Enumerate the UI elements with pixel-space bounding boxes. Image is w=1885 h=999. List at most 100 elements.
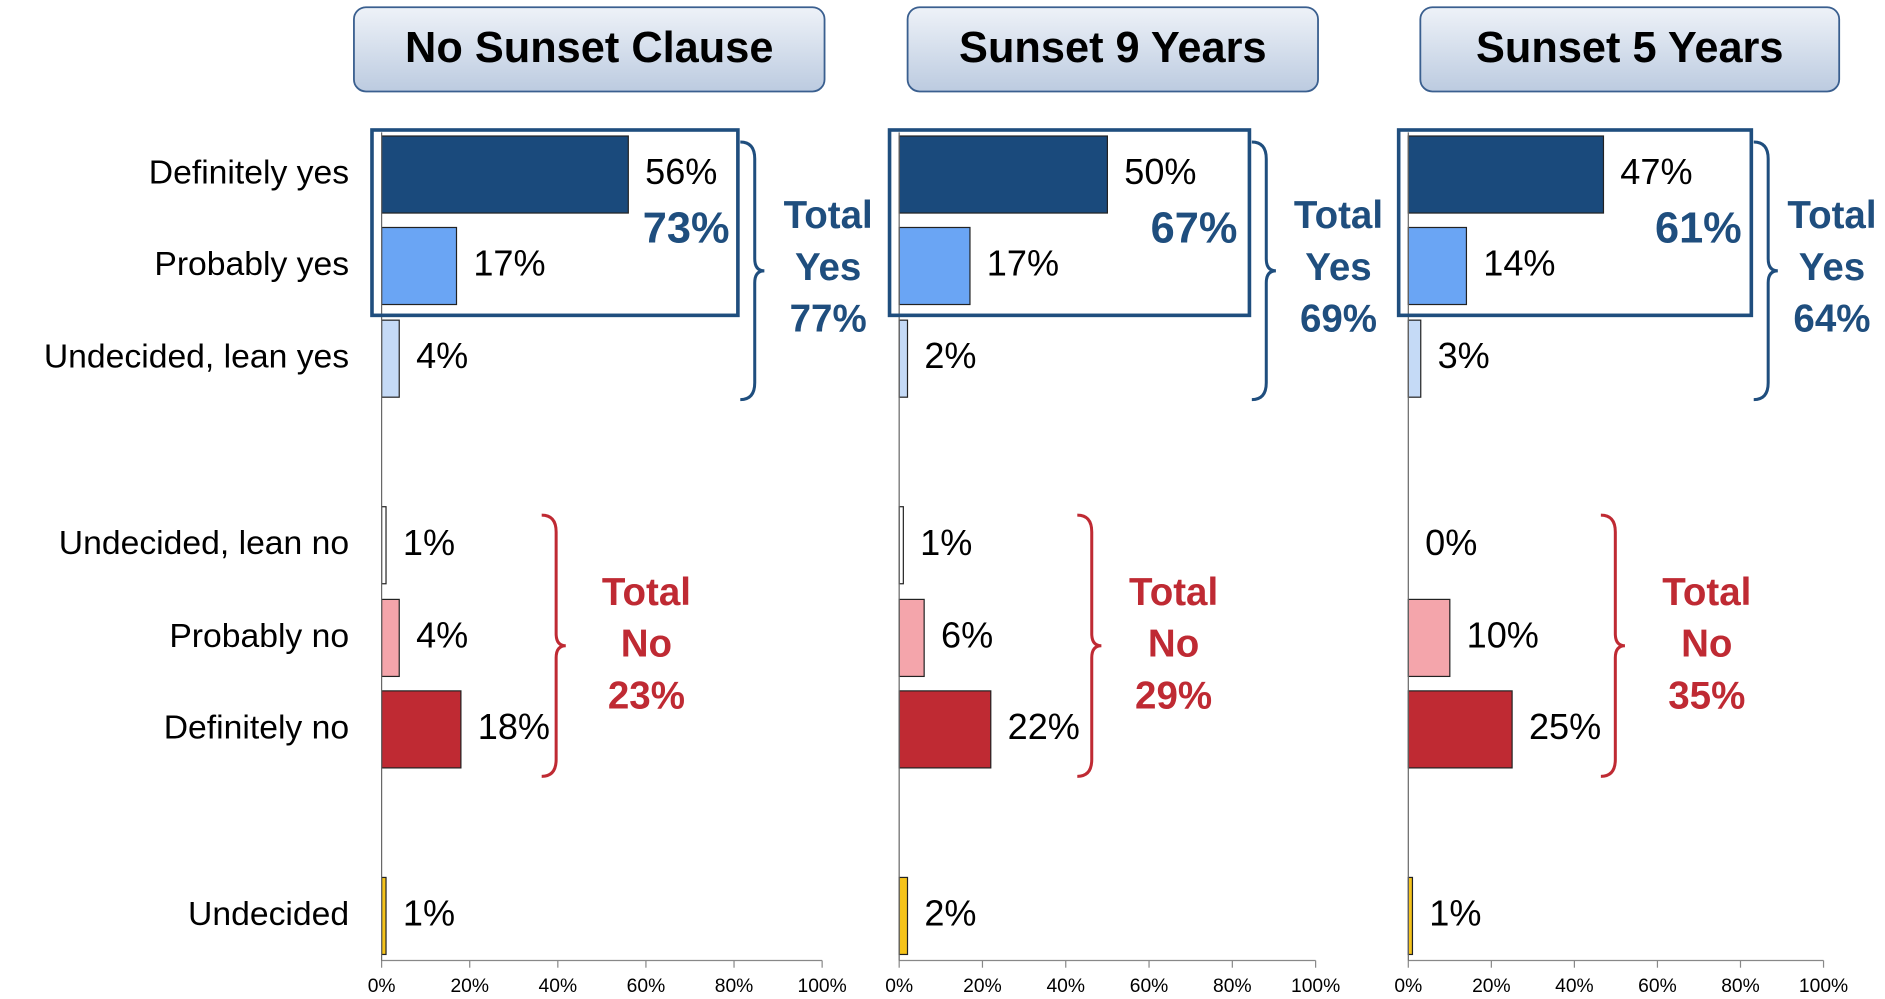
title-box	[353, 6, 826, 93]
value-label: 2%	[924, 892, 976, 933]
x-tick-label: 0%	[368, 976, 396, 997]
x-tick-label: 60%	[1130, 976, 1169, 997]
value-label: 10%	[1467, 614, 1539, 655]
category-label: Undecided	[188, 895, 349, 933]
x-tick-label: 20%	[963, 976, 1002, 997]
x-tick-label: 40%	[1555, 976, 1594, 997]
value-label: 25%	[1529, 706, 1601, 747]
value-label: 4%	[416, 614, 468, 655]
yes-total: 69%	[1300, 298, 1377, 341]
value-label: 17%	[473, 243, 545, 284]
value-label: 50%	[1124, 151, 1196, 192]
yes-total: Total	[1787, 194, 1876, 237]
bar	[381, 319, 400, 398]
category-label: Undecided, lean yes	[44, 338, 349, 376]
title-box	[1419, 6, 1841, 93]
no-total: 35%	[1668, 674, 1745, 717]
value-label: 47%	[1620, 151, 1692, 192]
bar	[898, 226, 971, 306]
bar	[381, 598, 400, 678]
x-tick-label: 0%	[1394, 976, 1422, 997]
bar	[381, 506, 387, 585]
yes-brace	[740, 140, 765, 402]
x-tick-label: 60%	[1638, 976, 1677, 997]
value-label: 2%	[924, 335, 976, 376]
x-tick-label: 80%	[1213, 976, 1252, 997]
yes-total: Yes	[795, 246, 861, 289]
x-tick-label: 40%	[1046, 976, 1085, 997]
no-total: No	[621, 623, 672, 666]
bar	[381, 690, 462, 769]
bar	[1407, 598, 1451, 678]
category-label: Probably no	[169, 617, 349, 655]
no-total: No	[1148, 623, 1199, 666]
bar	[898, 319, 909, 398]
value-label: 56%	[645, 151, 717, 192]
chart-title: Sunset 5 Years	[1476, 24, 1784, 72]
bar	[898, 598, 925, 678]
yes-total: 64%	[1793, 298, 1870, 341]
x-tick-label: 100%	[1799, 976, 1848, 997]
value-label: 0%	[1425, 522, 1477, 563]
yes-total: Yes	[1305, 246, 1371, 289]
x-tick-label: 0%	[885, 976, 913, 997]
chart-title: No Sunset Clause	[405, 24, 773, 72]
box-label: 61%	[1655, 205, 1742, 253]
bar	[1407, 226, 1468, 306]
box-label: 73%	[643, 205, 730, 253]
value-label: 1%	[403, 892, 455, 933]
yes-box	[370, 128, 740, 318]
yes-box	[1396, 128, 1754, 318]
no-brace	[1600, 513, 1626, 778]
yes-brace	[1753, 140, 1778, 402]
title-box	[906, 6, 1319, 93]
value-label: 18%	[478, 706, 550, 747]
bar	[1407, 319, 1422, 398]
no-total: 23%	[608, 674, 685, 717]
yes-box	[887, 128, 1252, 318]
bar	[1407, 135, 1605, 214]
no-total: Total	[1662, 571, 1751, 614]
value-label: 14%	[1483, 243, 1555, 284]
bar	[381, 876, 387, 956]
no-brace	[541, 513, 566, 778]
bar	[381, 135, 629, 214]
value-label: 6%	[941, 614, 993, 655]
chart-title: Sunset 9 Years	[959, 24, 1267, 72]
no-total: No	[1681, 623, 1732, 666]
bar	[1407, 690, 1513, 769]
bar	[381, 226, 458, 306]
no-total: Total	[602, 571, 691, 614]
value-label: 1%	[1429, 892, 1481, 933]
value-label: 1%	[920, 522, 972, 563]
category-label: Undecided, lean no	[59, 524, 349, 562]
category-label: Definitely yes	[149, 153, 349, 191]
x-tick-label: 20%	[450, 976, 489, 997]
x-tick-label: 100%	[798, 976, 847, 997]
x-tick-label: 20%	[1472, 976, 1511, 997]
bar	[898, 135, 1108, 214]
yes-total: Total	[1294, 194, 1383, 237]
yes-total: Total	[784, 194, 873, 237]
value-label: 3%	[1438, 335, 1490, 376]
box-label: 67%	[1151, 205, 1238, 253]
bar	[898, 690, 992, 769]
category-label: Definitely no	[164, 708, 349, 746]
no-total: 29%	[1135, 674, 1212, 717]
bar	[898, 506, 904, 585]
category-label: Probably yes	[154, 245, 349, 283]
bar	[1407, 876, 1414, 956]
no-brace	[1077, 513, 1102, 778]
x-tick-label: 100%	[1291, 976, 1340, 997]
value-label: 4%	[416, 335, 468, 376]
x-tick-label: 40%	[539, 976, 578, 997]
x-tick-label: 80%	[1721, 976, 1760, 997]
x-tick-label: 80%	[715, 976, 754, 997]
yes-brace	[1251, 140, 1277, 402]
value-label: 17%	[987, 243, 1059, 284]
yes-total: Yes	[1799, 246, 1865, 289]
value-label: 1%	[403, 522, 455, 563]
x-tick-label: 60%	[627, 976, 666, 997]
